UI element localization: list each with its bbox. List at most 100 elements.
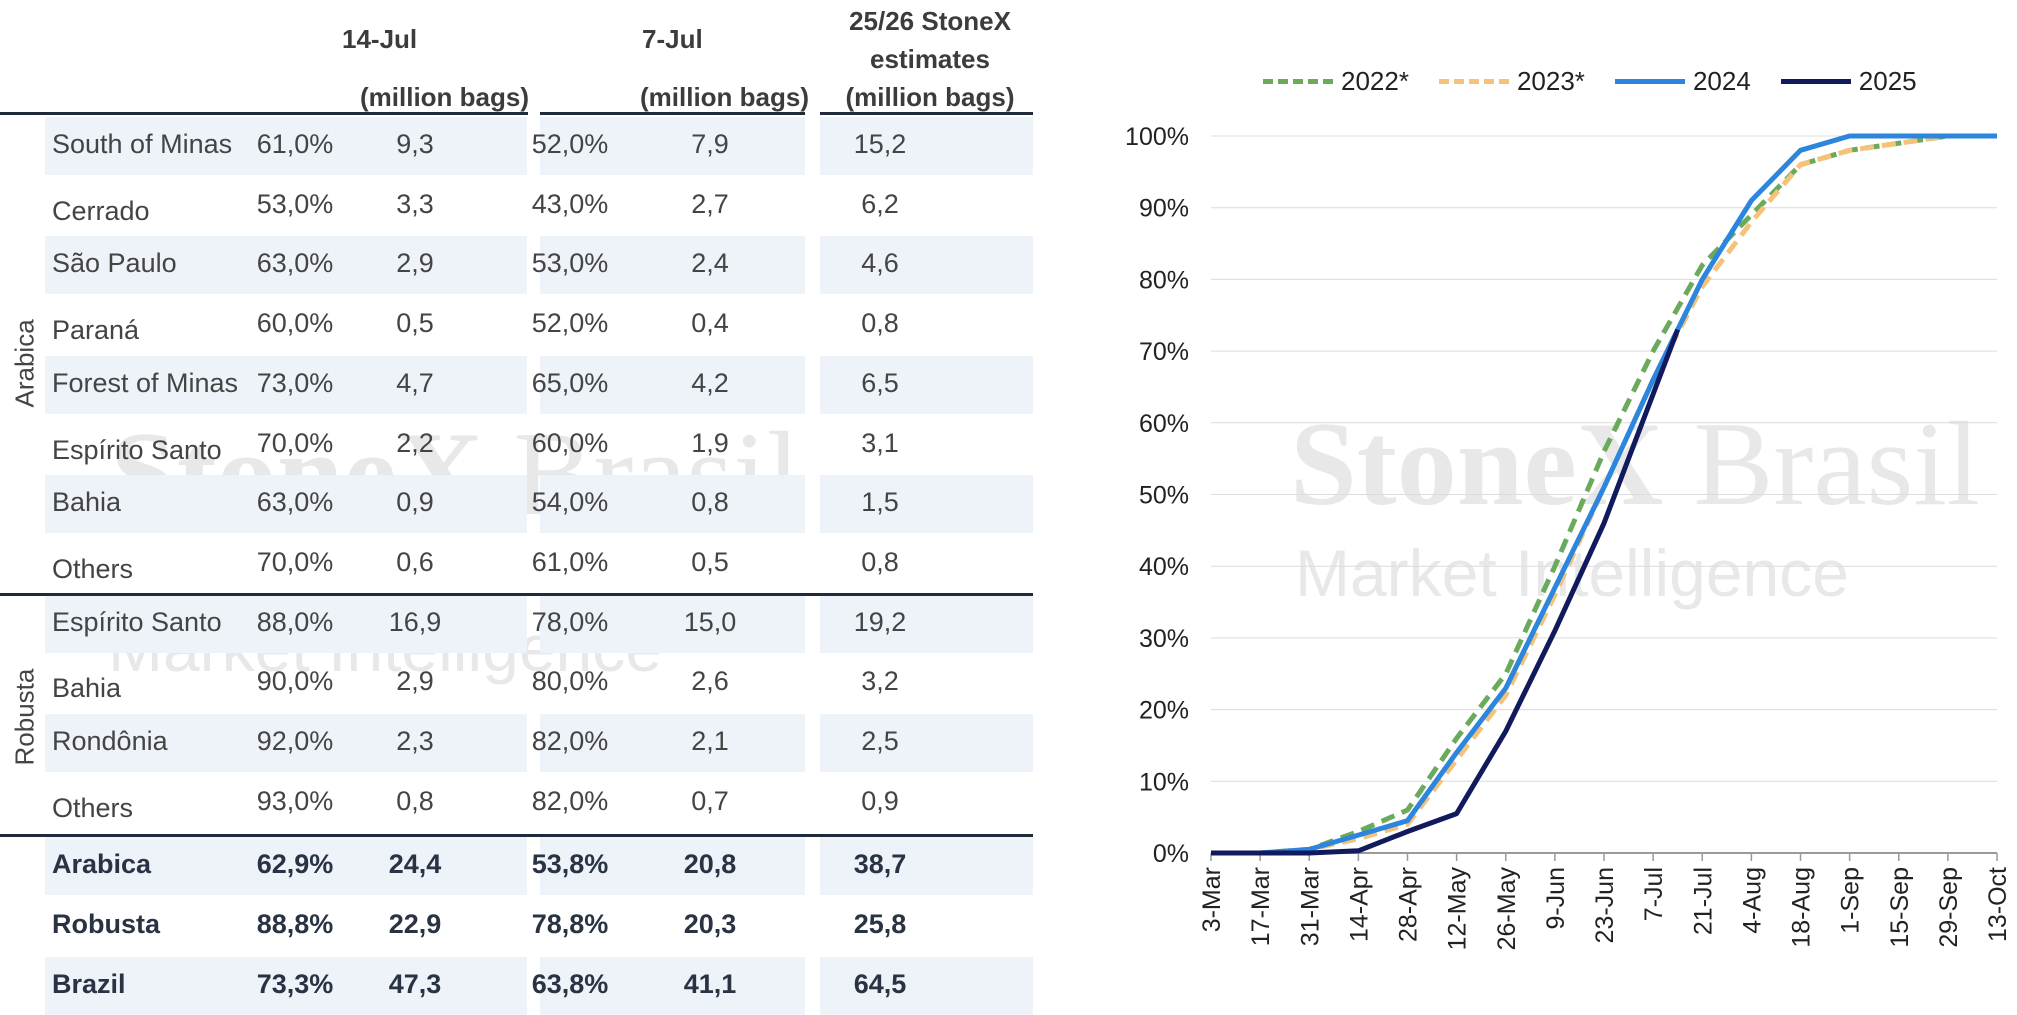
row-band (820, 475, 1033, 534)
estimate-2526: 0,8 (861, 546, 899, 577)
row-band (45, 236, 527, 295)
volume-14jul: 4,7 (396, 367, 434, 398)
series-line-2023 (1211, 133, 1997, 856)
pct-14jul: 88,8% (256, 909, 334, 940)
legend-entry: 2025 (1780, 66, 1917, 97)
group-label-robusta: Robusta (9, 668, 40, 766)
pct-7jul: 53,8% (531, 849, 609, 880)
y-tick-label: 100% (1125, 123, 1189, 151)
series-line-2025 (1211, 328, 1681, 856)
pct-7jul: 43,0% (531, 188, 609, 219)
legend-entry: 2023* (1438, 66, 1585, 97)
legend-swatch (1780, 79, 1851, 84)
volume-7jul: 0,4 (691, 308, 729, 339)
volume-14jul: 0,6 (396, 546, 434, 577)
harvest-progress-table: StoneX Brasil Market Intelligence 14-Jul… (0, 6, 1033, 1015)
y-tick-label: 50% (1139, 482, 1189, 510)
table-rule (0, 112, 528, 115)
estimate-2526: 64,5 (853, 968, 907, 999)
legend-swatch (1438, 79, 1509, 84)
y-tick-label: 10% (1139, 768, 1189, 796)
volume-7jul: 1,9 (691, 427, 729, 458)
header-col2-date: 7-Jul (642, 24, 703, 54)
legend-entry: 2022* (1263, 66, 1409, 97)
y-tick-label: 90% (1139, 195, 1189, 223)
volume-14jul: 22,9 (388, 909, 442, 940)
volume-14jul: 2,9 (396, 248, 434, 279)
pct-14jul: 73,3% (256, 968, 334, 999)
x-tick-label: 14-Apr (1345, 867, 1373, 942)
x-tick-label: 13-Oct (1984, 867, 2012, 942)
estimate-2526: 0,8 (861, 308, 899, 339)
pct-7jul: 61,0% (531, 546, 609, 577)
y-tick-label: 40% (1139, 553, 1189, 581)
pct-14jul: 90,0% (256, 666, 334, 697)
region-label: Cerrado (52, 195, 150, 226)
legend-label: 2025 (1858, 66, 1917, 96)
volume-7jul: 41,1 (683, 968, 737, 999)
pct-14jul: 73,0% (256, 367, 334, 398)
region-label: Others (52, 792, 134, 823)
volume-14jul: 0,5 (396, 308, 434, 339)
row-band (540, 594, 805, 653)
y-tick-label: 0% (1153, 840, 1189, 868)
volume-7jul: 2,1 (691, 726, 729, 756)
volume-14jul: 3,3 (396, 188, 434, 219)
series-line-2024 (1211, 133, 1997, 856)
legend-swatch (1263, 79, 1333, 84)
x-tick-label: 3-Mar (1198, 867, 1226, 932)
row-band (45, 594, 527, 653)
estimate-2526: 2,5 (861, 726, 899, 756)
header-col3-unit: (million bags) (845, 82, 1015, 112)
region-label: Espírito Santo (52, 606, 222, 637)
region-label: Rondônia (52, 726, 168, 756)
region-label: Robusta (52, 909, 160, 940)
pct-7jul: 52,0% (531, 308, 609, 339)
pct-7jul: 82,0% (531, 726, 609, 756)
x-tick-label: 1-Sep (1837, 867, 1865, 934)
chart-legend: 2022* 2023* 2024 2025 (1263, 66, 1917, 97)
pct-7jul: 52,0% (531, 129, 609, 159)
legend-label: 2023* (1516, 66, 1585, 96)
x-tick-label: 4-Aug (1738, 867, 1766, 934)
region-label: Bahia (52, 673, 122, 704)
volume-14jul: 0,8 (396, 785, 434, 816)
y-tick-label: 30% (1139, 625, 1189, 653)
row-band (45, 355, 527, 414)
pct-14jul: 61,0% (256, 129, 334, 159)
row-band (820, 714, 1033, 772)
legend-entry: 2024 (1614, 66, 1751, 97)
volume-14jul: 24,4 (388, 849, 442, 880)
volume-14jul: 2,2 (396, 427, 434, 458)
volume-14jul: 2,9 (396, 666, 434, 697)
x-tick-label: 31-Mar (1296, 867, 1324, 946)
estimate-2526: 15,2 (853, 129, 907, 159)
pct-7jul: 78,0% (531, 606, 609, 637)
row-band (540, 956, 805, 1015)
x-tick-label: 12-May (1444, 867, 1472, 951)
pct-7jul: 65,0% (531, 367, 609, 398)
pct-14jul: 60,0% (256, 308, 334, 339)
row-band (540, 236, 805, 295)
region-label: Espírito Santo (52, 434, 222, 465)
pct-7jul: 53,0% (531, 248, 609, 279)
region-label: Others (52, 553, 134, 584)
pct-14jul: 93,0% (256, 785, 334, 816)
region-label: Paraná (52, 315, 140, 346)
table-rule (0, 834, 1033, 838)
estimate-2526: 3,1 (861, 427, 899, 458)
pct-7jul: 54,0% (531, 487, 609, 518)
volume-7jul: 20,3 (683, 909, 737, 940)
region-label: Arabica (52, 849, 152, 880)
x-tick-label: 7-Jul (1640, 867, 1668, 921)
volume-7jul: 4,2 (691, 367, 729, 398)
row-band (45, 837, 527, 896)
pct-14jul: 70,0% (256, 546, 334, 577)
table-rule (540, 112, 805, 115)
header-col1-date: 14-Jul (342, 24, 418, 54)
estimate-2526: 1,5 (861, 487, 899, 518)
volume-14jul: 16,9 (388, 606, 442, 637)
x-tick-label: 23-Jun (1591, 867, 1619, 943)
volume-14jul: 0,9 (396, 487, 434, 518)
pct-14jul: 92,0% (256, 726, 334, 756)
